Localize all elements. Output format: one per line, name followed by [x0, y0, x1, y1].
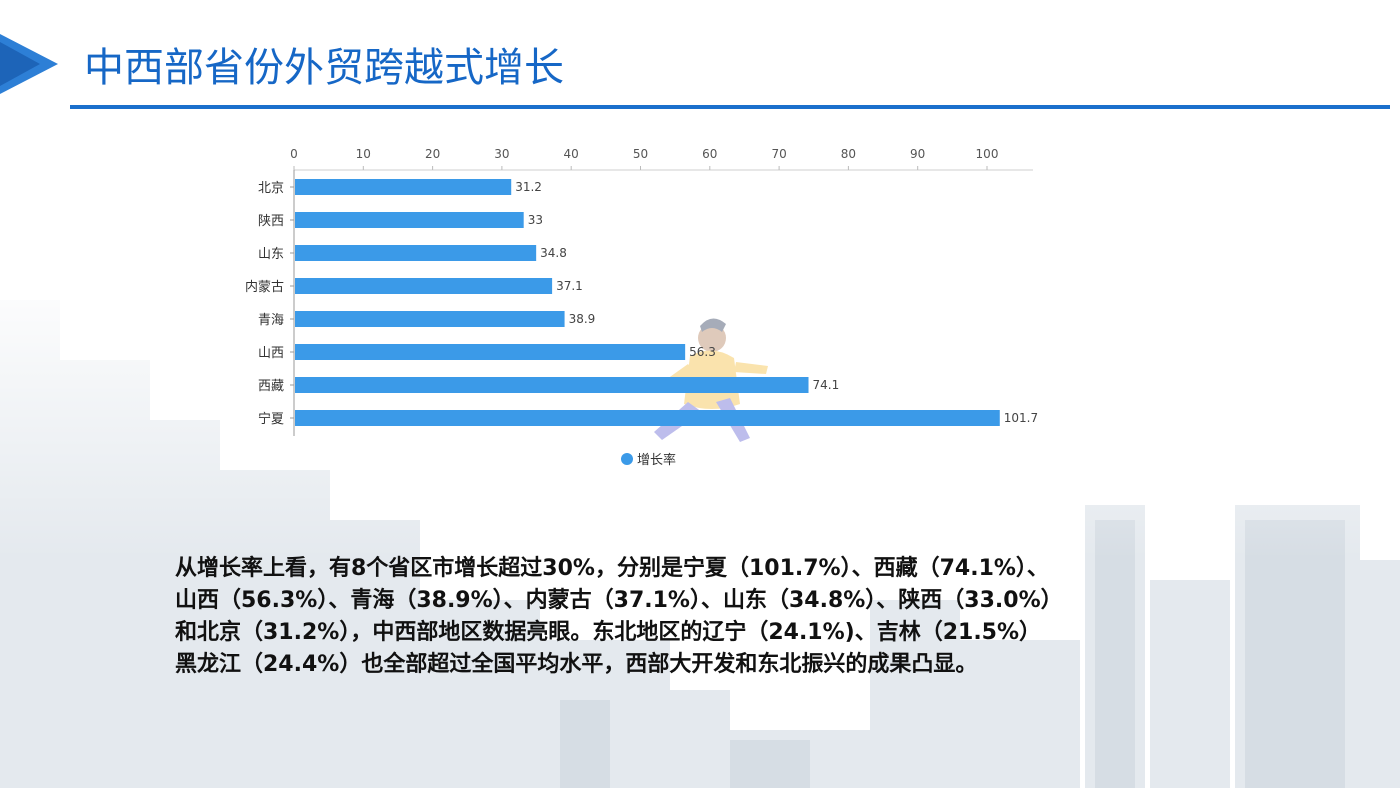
- category-label: 山西: [258, 346, 284, 361]
- slide-title: 中西部省份外贸跨越式增长: [84, 45, 564, 91]
- legend-label: 增长率: [637, 452, 676, 468]
- bar: [295, 179, 512, 195]
- x-tick-label: 100: [976, 147, 999, 161]
- category-label: 宁夏: [258, 411, 284, 427]
- category-label: 内蒙古: [245, 279, 284, 295]
- bar: [295, 410, 1000, 426]
- x-tick-label: 80: [841, 147, 856, 161]
- summary-line: 黑龙江（24.4%）也全部超过全国平均水平，西部大开发和东北振兴的成果凸显。: [175, 652, 978, 677]
- category-label: 山东: [258, 247, 284, 262]
- bar: [295, 344, 686, 360]
- bars: 北京 31.2 陕西 33 山东 34.8 内蒙古 37.1 青海 38.9 山西 56.3 西藏 74.…: [245, 179, 1038, 427]
- title-underline: [70, 105, 1390, 109]
- x-tick-label: 70: [771, 147, 786, 161]
- x-tick-label: 60: [702, 147, 717, 161]
- bar: [295, 278, 553, 294]
- summary-line: 山西（56.3%）、青海（38.9%）、内蒙古（37.1%）、山东（34.8%）…: [175, 588, 1063, 613]
- category-label: 陕西: [258, 214, 284, 229]
- x-axis: 0 10 20 30 40 50 60 70 80 90 100: [290, 147, 1033, 436]
- arrow-decoration-icon: [0, 34, 58, 94]
- x-tick-label: 0: [290, 147, 298, 161]
- category-label: 青海: [258, 313, 284, 328]
- bar: [295, 245, 537, 261]
- x-tick-label: 90: [910, 147, 925, 161]
- bar-value-label: 33: [528, 213, 543, 227]
- bar-value-label: 101.7: [1004, 411, 1038, 425]
- summary-line: 和北京（31.2%），中西部地区数据亮眼。东北地区的辽宁（24.1%)、吉林（2…: [175, 620, 1042, 645]
- bar-value-label: 31.2: [515, 180, 542, 194]
- bar-value-label: 38.9: [569, 312, 596, 326]
- x-tick-label: 40: [564, 147, 579, 161]
- summary-line: 从增长率上看，有8个省区市增长超过30%，分别是宁夏（101.7%）、西藏（74…: [175, 556, 1049, 581]
- bar: [295, 212, 524, 228]
- bar-value-label: 37.1: [556, 279, 583, 293]
- bar-value-label: 34.8: [540, 246, 567, 260]
- category-label: 西藏: [258, 379, 284, 394]
- bar-value-label: 56.3: [689, 345, 716, 359]
- category-label: 北京: [258, 181, 284, 196]
- summary-paragraph: 从增长率上看，有8个省区市增长超过30%，分别是宁夏（101.7%）、西藏（74…: [175, 553, 1165, 681]
- bar: [295, 377, 809, 393]
- legend: 增长率: [621, 452, 676, 468]
- x-tick-label: 20: [425, 147, 440, 161]
- x-tick-label: 50: [633, 147, 648, 161]
- legend-marker: [621, 453, 633, 465]
- x-tick-label: 10: [356, 147, 371, 161]
- bar: [295, 311, 565, 327]
- x-tick-label: 30: [494, 147, 509, 161]
- bar-value-label: 74.1: [813, 378, 840, 392]
